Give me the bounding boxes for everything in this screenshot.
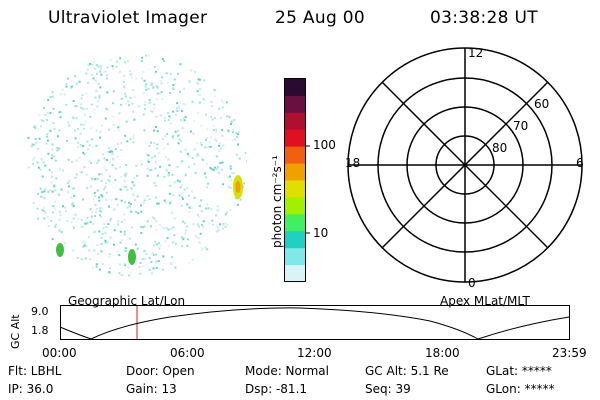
colorbar-unit-label: photon cm⁻²s⁻¹ — [270, 155, 284, 248]
colorbar-tick-100: 100 — [313, 138, 336, 152]
status-gain: Gain: 13 — [126, 382, 177, 396]
polar-label-12: 12 — [468, 46, 484, 60]
orbit-xtick-1200: 12:00 — [297, 346, 332, 360]
orbit-yaxis-label: GC Alt — [9, 314, 22, 349]
orbit-ytick-1-8: 1.8 — [31, 324, 49, 337]
status-mode: Mode: Normal — [245, 364, 329, 378]
polar-label-18: 18 — [345, 156, 361, 170]
uv-image — [27, 54, 247, 277]
polar-label-0: 0 — [468, 276, 476, 290]
polar-label-6: 6 — [576, 156, 584, 170]
polar-plot — [347, 47, 583, 283]
colorbar-tick-10: 10 — [313, 226, 329, 240]
status-filter: Flt: LBHL — [8, 364, 62, 378]
orbit-xtick-1800: 18:00 — [425, 346, 460, 360]
orbit-xtick-0600: 06:00 — [170, 346, 205, 360]
status-dsp: Dsp: -81.1 — [245, 382, 308, 396]
orbit-ytick-9: 9.0 — [31, 305, 49, 318]
status-gc-alt: GC Alt: 5.1 Re — [365, 364, 449, 378]
aurora-spot-bottom — [128, 249, 136, 265]
polar-ring-70: 70 — [513, 119, 529, 133]
date-label: 25 Aug 00 — [275, 8, 365, 28]
orbit-xtick-0000: 00:00 — [42, 346, 77, 360]
apex-label: Apex MLat/MLT — [440, 294, 530, 308]
orbit-xtick-2359: 23:59 — [552, 346, 587, 360]
status-ip: IP: 36.0 — [8, 382, 54, 396]
polar-ring-60: 60 — [534, 97, 550, 111]
polar-ring-80: 80 — [492, 141, 508, 155]
geographic-label: Geographic Lat/Lon — [68, 294, 186, 308]
status-door: Door: Open — [126, 364, 195, 378]
status-glat: GLat: ***** — [486, 364, 552, 378]
status-seq: Seq: 39 — [365, 382, 411, 396]
status-glon: GLon: ***** — [486, 382, 555, 396]
orbit-plot — [59, 305, 570, 340]
time-label: 03:38:28 UT — [430, 8, 538, 28]
aurora-spot-left — [56, 243, 64, 257]
orbit-altitude-curve — [59, 307, 570, 340]
color-bar — [284, 78, 310, 283]
instrument-title: Ultraviolet Imager — [48, 8, 208, 28]
